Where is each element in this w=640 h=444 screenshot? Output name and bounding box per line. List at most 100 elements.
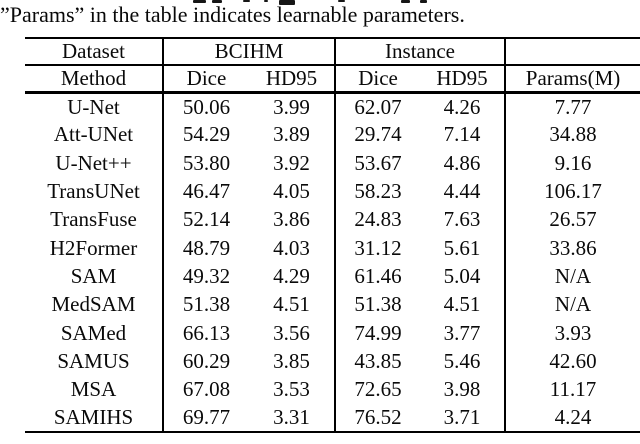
params-cell: 9.16 bbox=[554, 150, 592, 175]
bcihm-hd95-cell: 4.03 bbox=[249, 233, 337, 263]
params-cell: 34.88 bbox=[549, 122, 597, 147]
cropped-text-fragment bbox=[279, 0, 295, 5]
table-row: TransFuse 52.14 3.86 24.83 7.63 26.57 bbox=[25, 205, 640, 234]
bcihm-dice-cell: 48.79 bbox=[182, 235, 231, 260]
instance-hd95-cell: 7.14 bbox=[420, 120, 507, 150]
cropped-text-fragment bbox=[420, 0, 427, 3]
bcihm-hd95-cell: 4.51 bbox=[249, 290, 337, 319]
bcihm-hd95-cell: 4.29 bbox=[249, 262, 337, 291]
bcihm-hd95-cell: 3.56 bbox=[249, 318, 337, 348]
instance-dice-header: Dice bbox=[358, 66, 398, 90]
method-cell: MSA bbox=[25, 375, 164, 404]
header-row-dataset: Dataset BCIHM Instance bbox=[25, 38, 640, 65]
instance-hd95-cell: 5.04 bbox=[420, 262, 507, 291]
params-cell: 106.17 bbox=[544, 179, 602, 204]
instance-dice-cell: 76.52 bbox=[354, 404, 402, 429]
table-row: SAMed 66.13 3.56 74.99 3.77 3.93 bbox=[25, 318, 640, 348]
table-row: MSA 67.08 3.53 72.65 3.98 11.17 bbox=[25, 375, 640, 404]
method-cell: H2Former bbox=[25, 233, 164, 263]
bcihm-dice-cell: 60.29 bbox=[182, 348, 231, 373]
table-row: Att-UNet 54.29 3.89 29.74 7.14 34.88 bbox=[25, 120, 640, 150]
instance-hd95-header: HD95 bbox=[420, 65, 507, 93]
method-cell: SAMed bbox=[25, 318, 164, 348]
group-header-instance: Instance bbox=[335, 38, 507, 65]
instance-hd95-cell: 4.51 bbox=[420, 290, 507, 319]
bcihm-hd95-cell: 3.99 bbox=[249, 92, 337, 121]
instance-dice-cell: 53.67 bbox=[354, 150, 402, 175]
bcihm-dice-cell: 53.80 bbox=[182, 150, 231, 175]
method-cell: Att-UNet bbox=[25, 120, 164, 150]
params-cell: 26.57 bbox=[549, 207, 597, 232]
bcihm-dice-header: Dice bbox=[186, 66, 227, 90]
bcihm-dice-cell: 49.32 bbox=[182, 263, 231, 288]
bcihm-dice-cell: 51.38 bbox=[182, 292, 231, 317]
method-cell: MedSAM bbox=[25, 290, 164, 319]
bcihm-hd95-cell: 3.89 bbox=[249, 120, 337, 150]
method-cell: TransUNet bbox=[25, 177, 164, 206]
params-cell: N/A bbox=[554, 292, 592, 317]
instance-hd95-cell: 4.86 bbox=[420, 149, 507, 178]
method-cell: U-Net bbox=[25, 92, 164, 121]
params-cell: 7.77 bbox=[554, 94, 592, 119]
instance-hd95-cell: 4.26 bbox=[420, 92, 507, 121]
bcihm-hd95-cell: 3.86 bbox=[249, 205, 337, 234]
bcihm-hd95-cell: 3.31 bbox=[249, 403, 337, 433]
instance-dice-cell: 62.07 bbox=[354, 94, 402, 119]
params-header: Params(M) bbox=[525, 66, 621, 90]
bcihm-hd95-cell: 3.85 bbox=[249, 347, 337, 376]
bcihm-dice-cell: 50.06 bbox=[182, 94, 231, 119]
group-header-empty bbox=[505, 38, 640, 65]
instance-dice-cell: 31.12 bbox=[354, 235, 402, 260]
cropped-text-fragment bbox=[243, 0, 250, 2]
table-row: U-Net++ 53.80 3.92 53.67 4.86 9.16 bbox=[25, 149, 640, 178]
cropped-text-fragment bbox=[193, 0, 206, 3]
instance-dice-cell: 51.38 bbox=[354, 292, 402, 317]
instance-hd95-cell: 5.46 bbox=[420, 347, 507, 376]
instance-hd95-cell: 3.71 bbox=[420, 403, 507, 433]
table-row: SAM 49.32 4.29 61.46 5.04 N/A bbox=[25, 262, 640, 291]
table-row: TransUNet 46.47 4.05 58.23 4.44 106.17 bbox=[25, 177, 640, 206]
params-cell: 42.60 bbox=[549, 348, 597, 373]
params-cell: 3.93 bbox=[554, 320, 592, 345]
cropped-text-fragment bbox=[212, 0, 222, 3]
cropped-text-fragment bbox=[338, 0, 345, 2]
instance-dice-cell: 43.85 bbox=[354, 348, 402, 373]
instance-hd95-cell: 3.77 bbox=[420, 318, 507, 348]
method-cell: U-Net++ bbox=[25, 149, 164, 178]
instance-dice-cell: 24.83 bbox=[354, 207, 402, 232]
table-row-samihs: SAMIHS 69.77 3.31 76.52 3.71 4.24 bbox=[25, 403, 640, 433]
params-cell: 33.86 bbox=[549, 235, 597, 260]
bcihm-dice-cell: 46.47 bbox=[182, 179, 231, 204]
instance-dice-cell: 29.74 bbox=[354, 122, 402, 147]
table-row: U-Net 50.06 3.99 62.07 4.26 7.77 bbox=[25, 92, 640, 121]
method-cell: SAM bbox=[25, 262, 164, 291]
method-cell: SAMIHS bbox=[25, 403, 164, 433]
method-header: Method bbox=[25, 65, 164, 93]
bcihm-hd95-cell: 4.05 bbox=[249, 177, 337, 206]
group-header-bcihm: BCIHM bbox=[163, 38, 337, 65]
table-row: MedSAM 51.38 4.51 51.38 4.51 N/A bbox=[25, 290, 640, 319]
bcihm-hd95-header: HD95 bbox=[249, 65, 337, 93]
bcihm-dice-cell: 66.13 bbox=[182, 320, 231, 345]
table-row: SAMUS 60.29 3.85 43.85 5.46 42.60 bbox=[25, 347, 640, 376]
method-cell: SAMUS bbox=[25, 347, 164, 376]
instance-hd95-cell: 4.44 bbox=[420, 177, 507, 206]
bcihm-dice-cell: 67.08 bbox=[182, 377, 231, 402]
bcihm-dice-cell: 54.29 bbox=[182, 122, 231, 147]
header-row-method: Method Dice HD95 Dice HD95 Params(M) bbox=[25, 65, 640, 93]
cropped-text-fragment bbox=[264, 0, 268, 2]
method-cell: TransFuse bbox=[25, 205, 164, 234]
results-table-container: Dataset BCIHM Instance Method Dice HD95 … bbox=[25, 37, 640, 434]
instance-dice-cell: 61.46 bbox=[354, 263, 402, 288]
params-cell: 11.17 bbox=[549, 377, 597, 402]
params-cell: 4.24 bbox=[554, 404, 592, 429]
instance-dice-cell: 74.99 bbox=[354, 320, 402, 345]
table-row: H2Former 48.79 4.03 31.12 5.61 33.86 bbox=[25, 233, 640, 263]
bcihm-dice-cell: 69.77 bbox=[182, 404, 231, 429]
instance-hd95-cell: 3.98 bbox=[420, 375, 507, 404]
dataset-header: Dataset bbox=[25, 38, 164, 65]
bcihm-hd95-cell: 3.53 bbox=[249, 375, 337, 404]
instance-dice-cell: 72.65 bbox=[354, 377, 402, 402]
params-cell: N/A bbox=[554, 263, 592, 288]
instance-dice-cell: 58.23 bbox=[354, 179, 402, 204]
